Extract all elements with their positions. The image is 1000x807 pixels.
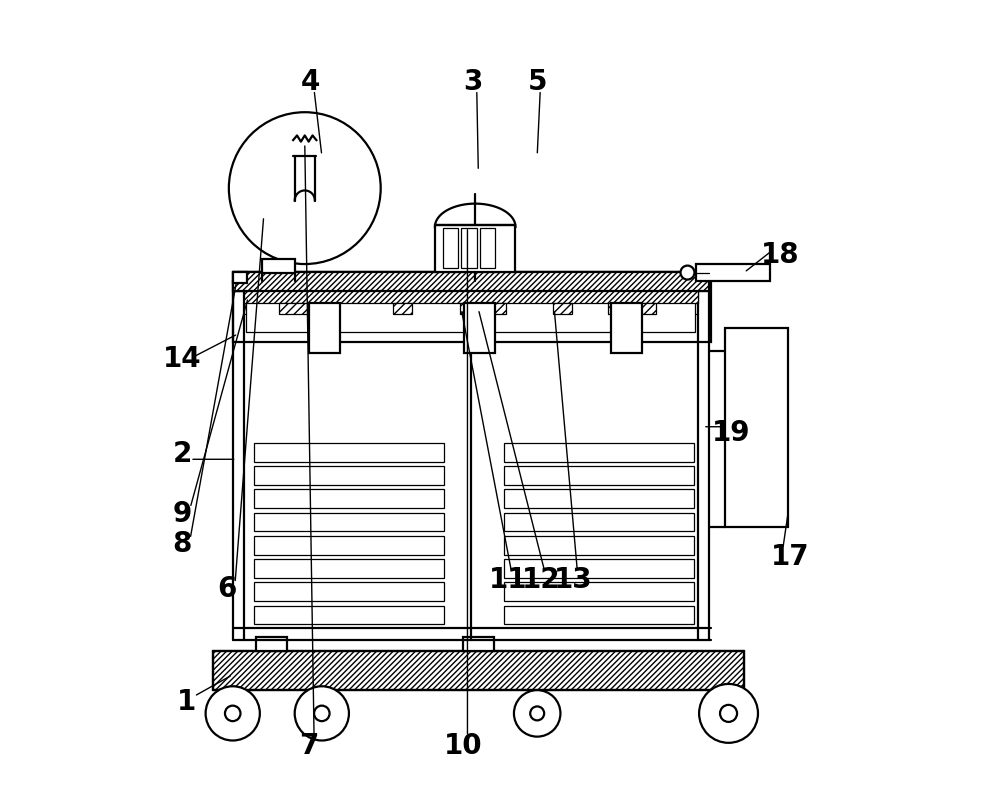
Circle shape xyxy=(206,686,260,741)
Bar xyxy=(463,638,494,651)
Bar xyxy=(254,559,444,578)
Text: 5: 5 xyxy=(527,68,547,96)
Bar xyxy=(480,228,495,268)
Bar xyxy=(608,303,656,315)
Bar xyxy=(504,512,694,531)
Bar xyxy=(725,328,788,528)
Bar xyxy=(393,303,412,315)
Text: 18: 18 xyxy=(761,240,800,269)
Text: 3: 3 xyxy=(463,68,483,96)
Bar xyxy=(254,443,444,462)
Bar xyxy=(504,606,694,625)
Text: 13: 13 xyxy=(554,567,593,594)
Circle shape xyxy=(295,686,349,741)
Text: 17: 17 xyxy=(771,543,810,571)
Bar xyxy=(443,228,458,268)
Text: 1: 1 xyxy=(177,688,196,716)
Circle shape xyxy=(514,690,560,737)
Bar xyxy=(504,583,694,601)
Text: 19: 19 xyxy=(712,419,750,447)
Bar xyxy=(244,291,698,303)
Bar xyxy=(504,536,694,554)
Bar xyxy=(254,536,444,554)
Text: 11: 11 xyxy=(488,567,527,594)
Bar xyxy=(233,281,711,341)
Text: 6: 6 xyxy=(218,575,237,604)
Circle shape xyxy=(720,705,737,722)
Bar xyxy=(254,583,444,601)
Bar xyxy=(460,303,506,315)
Bar xyxy=(233,272,709,291)
Bar xyxy=(504,490,694,508)
Bar xyxy=(309,303,340,353)
Bar xyxy=(254,512,444,531)
Bar xyxy=(553,303,572,315)
Bar xyxy=(262,259,295,274)
Text: 2: 2 xyxy=(173,440,192,468)
Bar xyxy=(611,303,642,353)
Bar xyxy=(464,303,495,353)
Bar xyxy=(246,291,695,332)
Text: 8: 8 xyxy=(173,530,192,558)
Bar xyxy=(435,225,515,272)
Circle shape xyxy=(699,684,758,742)
Text: 9: 9 xyxy=(173,500,192,528)
Bar xyxy=(279,303,327,315)
Circle shape xyxy=(681,266,694,279)
Bar xyxy=(504,443,694,462)
Bar xyxy=(254,466,444,485)
Bar xyxy=(504,559,694,578)
Bar xyxy=(256,638,287,651)
Bar xyxy=(461,228,477,268)
Text: 7: 7 xyxy=(299,732,318,760)
Circle shape xyxy=(229,112,381,264)
Bar xyxy=(504,466,694,485)
Text: 14: 14 xyxy=(163,345,202,373)
Bar xyxy=(233,272,247,283)
Circle shape xyxy=(530,706,544,721)
Text: 10: 10 xyxy=(444,732,483,760)
Circle shape xyxy=(225,705,240,721)
Text: 4: 4 xyxy=(301,68,320,96)
Bar xyxy=(696,264,770,281)
Bar xyxy=(254,490,444,508)
Circle shape xyxy=(314,705,330,721)
Bar xyxy=(254,606,444,625)
Bar xyxy=(213,651,744,690)
Text: 12: 12 xyxy=(522,567,560,594)
